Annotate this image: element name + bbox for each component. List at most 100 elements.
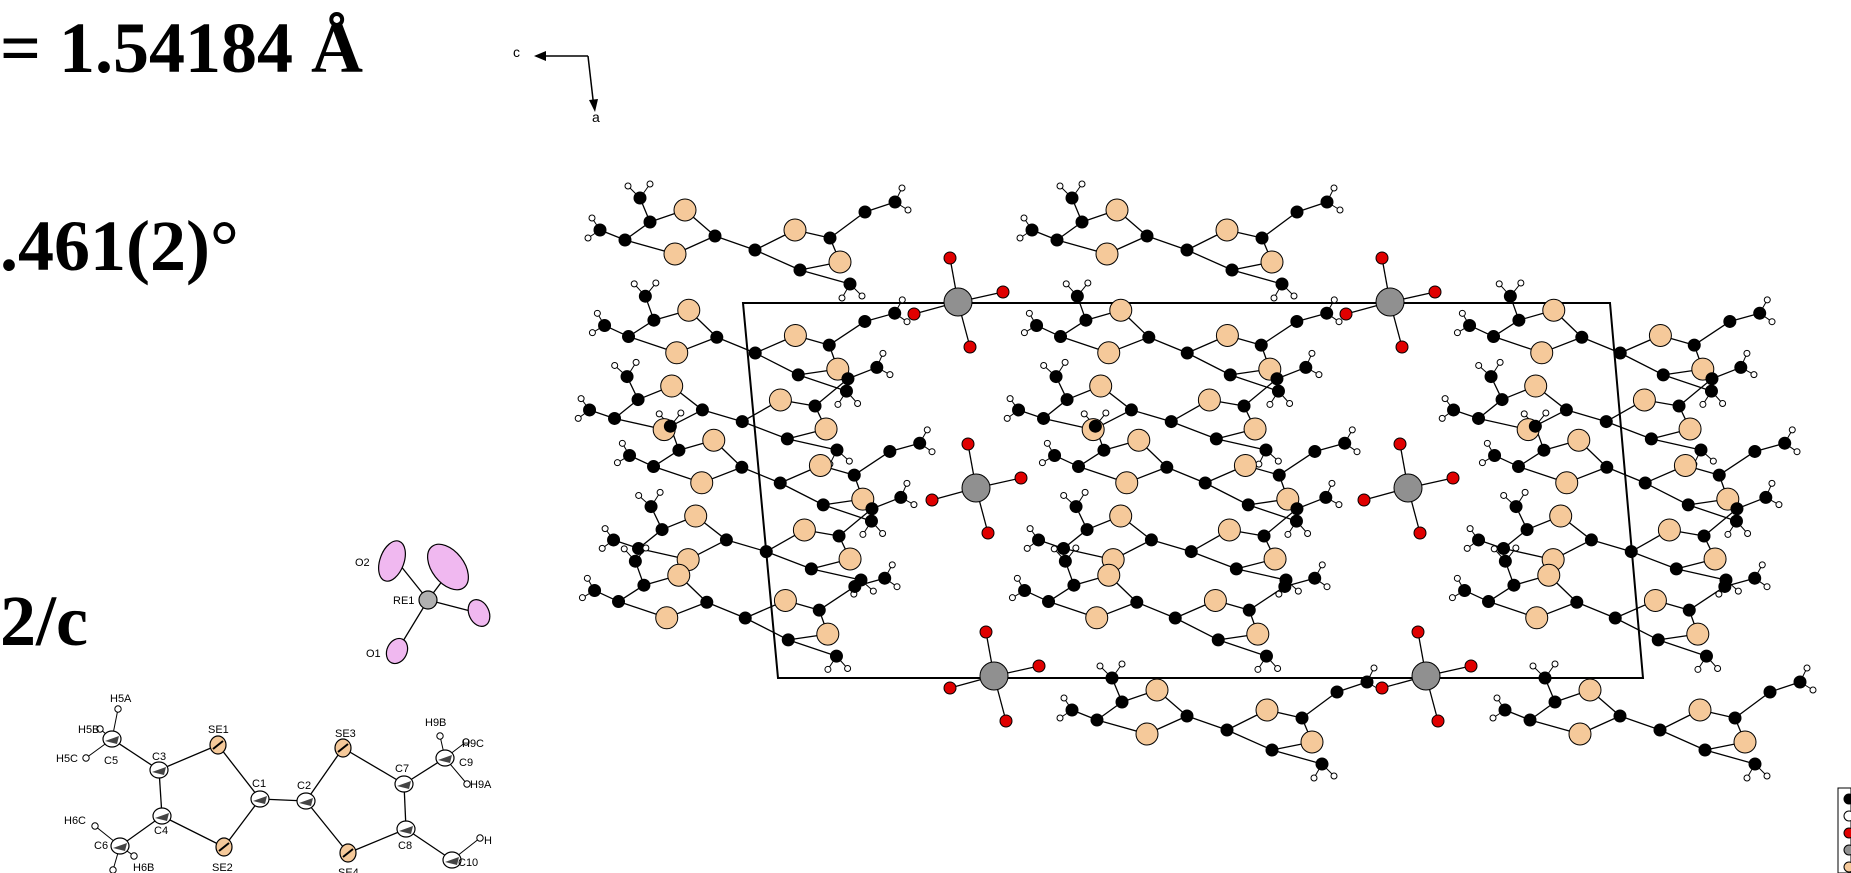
oxygen-atom (1432, 715, 1444, 727)
carbon-atom (736, 416, 748, 428)
bond (306, 801, 348, 853)
carbon-atom (1730, 515, 1742, 527)
selenium-atom (1550, 505, 1572, 527)
hydrogen-atom (575, 415, 581, 421)
hydrogen-atom (115, 706, 121, 712)
carbon-atom (895, 491, 907, 503)
bond (787, 439, 837, 450)
selenium-atom (1261, 251, 1283, 273)
rhenium-atom (1376, 288, 1404, 316)
carbon-atom (1699, 744, 1711, 756)
oxygen-atom (926, 494, 938, 506)
carbon-atom (1266, 744, 1278, 756)
carbon-atom (1331, 686, 1343, 698)
bond (218, 745, 260, 799)
hydrogen-atom (1009, 595, 1015, 601)
oxygen-atom (962, 438, 974, 450)
hydrogen-atom (1530, 663, 1536, 669)
hydrogen-atom (1336, 502, 1342, 508)
unit-cell-outline (743, 303, 1643, 678)
carbon-atom (711, 331, 723, 343)
carbon-atom (584, 404, 596, 416)
selenium-atom (691, 472, 713, 494)
selenium-atom (1234, 454, 1256, 476)
carbon-atom (1560, 404, 1572, 416)
selenium-atom (774, 589, 796, 611)
atom-legend-strip (1838, 788, 1851, 873)
perrhenate-anion-ortep: O2 RE1 O1 (355, 537, 494, 667)
carbon-atom (1508, 579, 1520, 591)
axis-indicator: c a (513, 44, 600, 125)
carbon-atom (1682, 499, 1694, 511)
oxygen-atom (1414, 527, 1426, 539)
hydrogen-atom (1804, 665, 1810, 671)
selenium-atom (1525, 375, 1547, 397)
legend-hydrogen-icon (1844, 811, 1851, 821)
carbon-atom (639, 290, 651, 302)
carbon-atom (1521, 524, 1533, 536)
carbon-atom (782, 634, 794, 646)
hydrogen-atom (1329, 480, 1335, 486)
hydrogen-atom (643, 545, 649, 551)
carbon-atom (608, 534, 620, 546)
bond (742, 422, 787, 439)
carbon-atom (859, 315, 871, 327)
hydrogen-atom (584, 575, 590, 581)
carbon-atom (621, 371, 633, 383)
carbon-atom (589, 584, 601, 596)
carbon-atom (1473, 534, 1485, 546)
hydrogen-atom (599, 545, 605, 551)
hydrogen-atom (1695, 666, 1701, 672)
carbon-atom (1483, 596, 1495, 608)
carbon-atom (794, 264, 806, 276)
selenium-atom (664, 243, 686, 265)
hydrogen-atom (653, 280, 659, 286)
atom-label-se4: SE4 (338, 867, 359, 873)
carbon-atom (1181, 710, 1193, 722)
cation-bonds (86, 709, 480, 870)
carbon-atom (1724, 315, 1736, 327)
carbon-atom (1719, 580, 1731, 592)
carbon-atom (809, 400, 821, 412)
selenium-atom (1633, 389, 1655, 411)
oxygen-atom (1447, 472, 1459, 484)
carbon-atom (648, 461, 660, 473)
selenium-atom (1679, 418, 1701, 440)
selenium-atom (1136, 723, 1158, 745)
carbon-atom (1038, 412, 1050, 424)
hydrogen-atom (477, 835, 483, 841)
carbon-atom (599, 319, 611, 331)
selenium-atom (1110, 299, 1132, 321)
hydrogen-atom (1735, 588, 1741, 594)
selenium-atom (815, 418, 837, 440)
atom-label-c8: C8 (398, 840, 412, 852)
oxygen-atom (1376, 252, 1388, 264)
hydrogen-atom (1285, 531, 1291, 537)
axis-c-label: c (513, 44, 520, 60)
selenium-atom (1244, 418, 1266, 440)
selenium-atom (784, 219, 806, 241)
carbon-atom (871, 361, 883, 373)
cation-ortep: H5AH5BH5C C5 C3SE1C1 C2SE3C7H9BH9CC9H9AH6CC… (56, 693, 492, 873)
bond (755, 353, 798, 375)
bond-layer (578, 184, 1813, 778)
carbon-atom (1031, 319, 1043, 331)
atom-label-h9a: H9A (470, 779, 492, 791)
carbon-atom (1585, 534, 1597, 546)
selenium-atom (1198, 389, 1220, 411)
hydrogen-atom (585, 235, 591, 241)
atom-label-c6: C6 (94, 840, 108, 852)
selenium-atom (703, 429, 725, 451)
hydrogen-atom (1442, 396, 1448, 402)
hydrogen-atom (1017, 235, 1023, 241)
hydrogen-atom (1497, 359, 1503, 365)
carbon-atom (1754, 307, 1766, 319)
packing-diagram (575, 181, 1816, 781)
carbon-atom (1688, 339, 1700, 351)
carbon-atom (914, 437, 926, 449)
carbon-atom (1181, 347, 1193, 359)
bond (1187, 353, 1230, 375)
o2-ellipsoid (374, 537, 411, 585)
carbon-atom (865, 515, 877, 527)
hydrogen-atom (835, 401, 841, 407)
